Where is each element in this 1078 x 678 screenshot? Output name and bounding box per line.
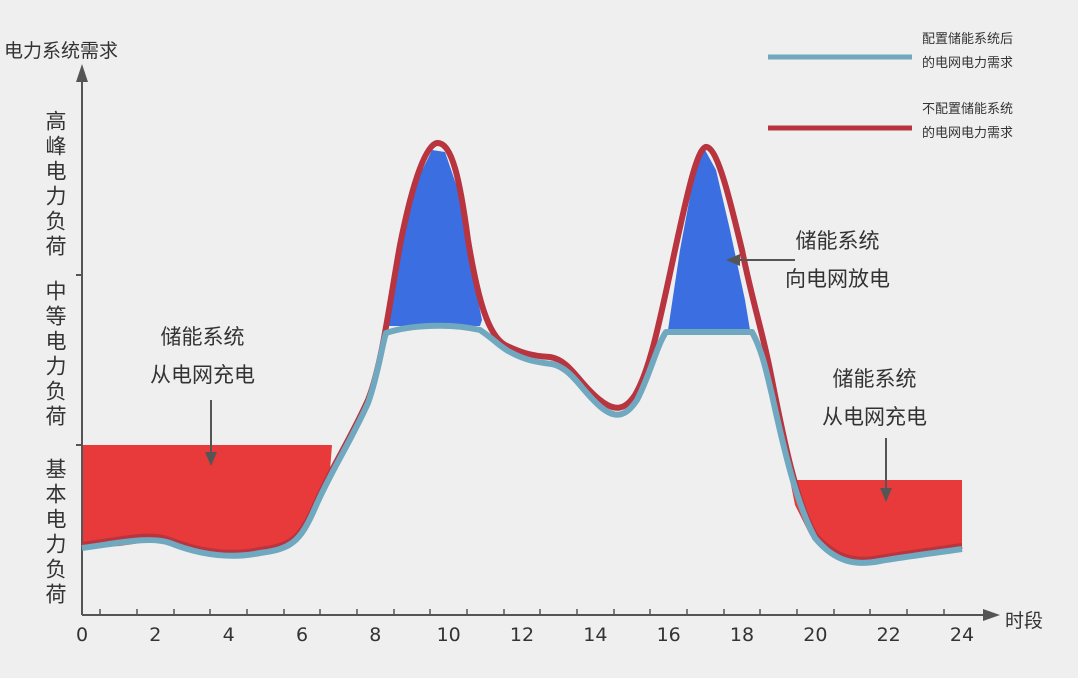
discharge-area-2 [668,150,750,330]
annotation-line: 向电网放电 [785,267,890,291]
x-tick-label: 12 [509,624,535,646]
x-tick-label: 2 [149,624,162,646]
x-tick-label: 10 [436,624,461,646]
legend-line: 配置储能系统后 [922,32,1014,47]
charge-area-left [82,445,332,557]
demand-curve-with-storage [81,322,963,566]
legend-text: 不配置储能系统 的电网电力需求 [922,98,1013,146]
zone-label: 中等电力负荷 [43,280,67,430]
legend-line: 的电网电力需求 [922,56,1014,71]
legend-line: 不配置储能系统 [922,102,1014,117]
x-minor-ticks [99,609,945,615]
x-tick-label: 6 [295,624,309,646]
x-tick-label: 16 [656,624,681,646]
x-tick-label: 22 [876,624,901,646]
zone-label: 基本电力负荷 [43,458,67,608]
x-tick-label: 20 [803,624,828,646]
annotation-line: 从电网充电 [150,363,255,387]
pointer-head [880,488,892,502]
x-tick-label: 24 [949,624,975,646]
annotation-line: 从电网充电 [822,405,927,429]
legend-line: 的电网电力需求 [922,126,1014,141]
y-arrow [76,64,88,82]
annotation: 储能系统 从电网充电 [822,360,927,436]
x-tick-label: 4 [222,624,235,646]
x-axis-title: 时段 [1005,610,1044,632]
pointer-head [726,254,740,266]
annotation-line: 储能系统 [795,229,880,253]
legend-text: 配置储能系统后 的电网电力需求 [922,28,1013,76]
charge-area-right [790,480,962,564]
x-tick-label: 8 [369,624,382,646]
annotation-line: 储能系统 [160,325,245,349]
zone-label: 高峰电力负荷 [43,110,67,260]
x-arrow [983,609,1000,621]
y-axis-title: 电力系统需求 [4,40,119,62]
annotation-line: 储能系统 [832,367,917,391]
pointer-head [205,452,217,466]
annotation: 储能系统 从电网充电 [150,318,255,394]
x-tick-label: 14 [583,624,608,646]
x-tick-label: 18 [729,624,755,646]
annotation: 储能系统 向电网放电 [785,222,890,298]
x-tick-label: 0 [75,624,89,646]
